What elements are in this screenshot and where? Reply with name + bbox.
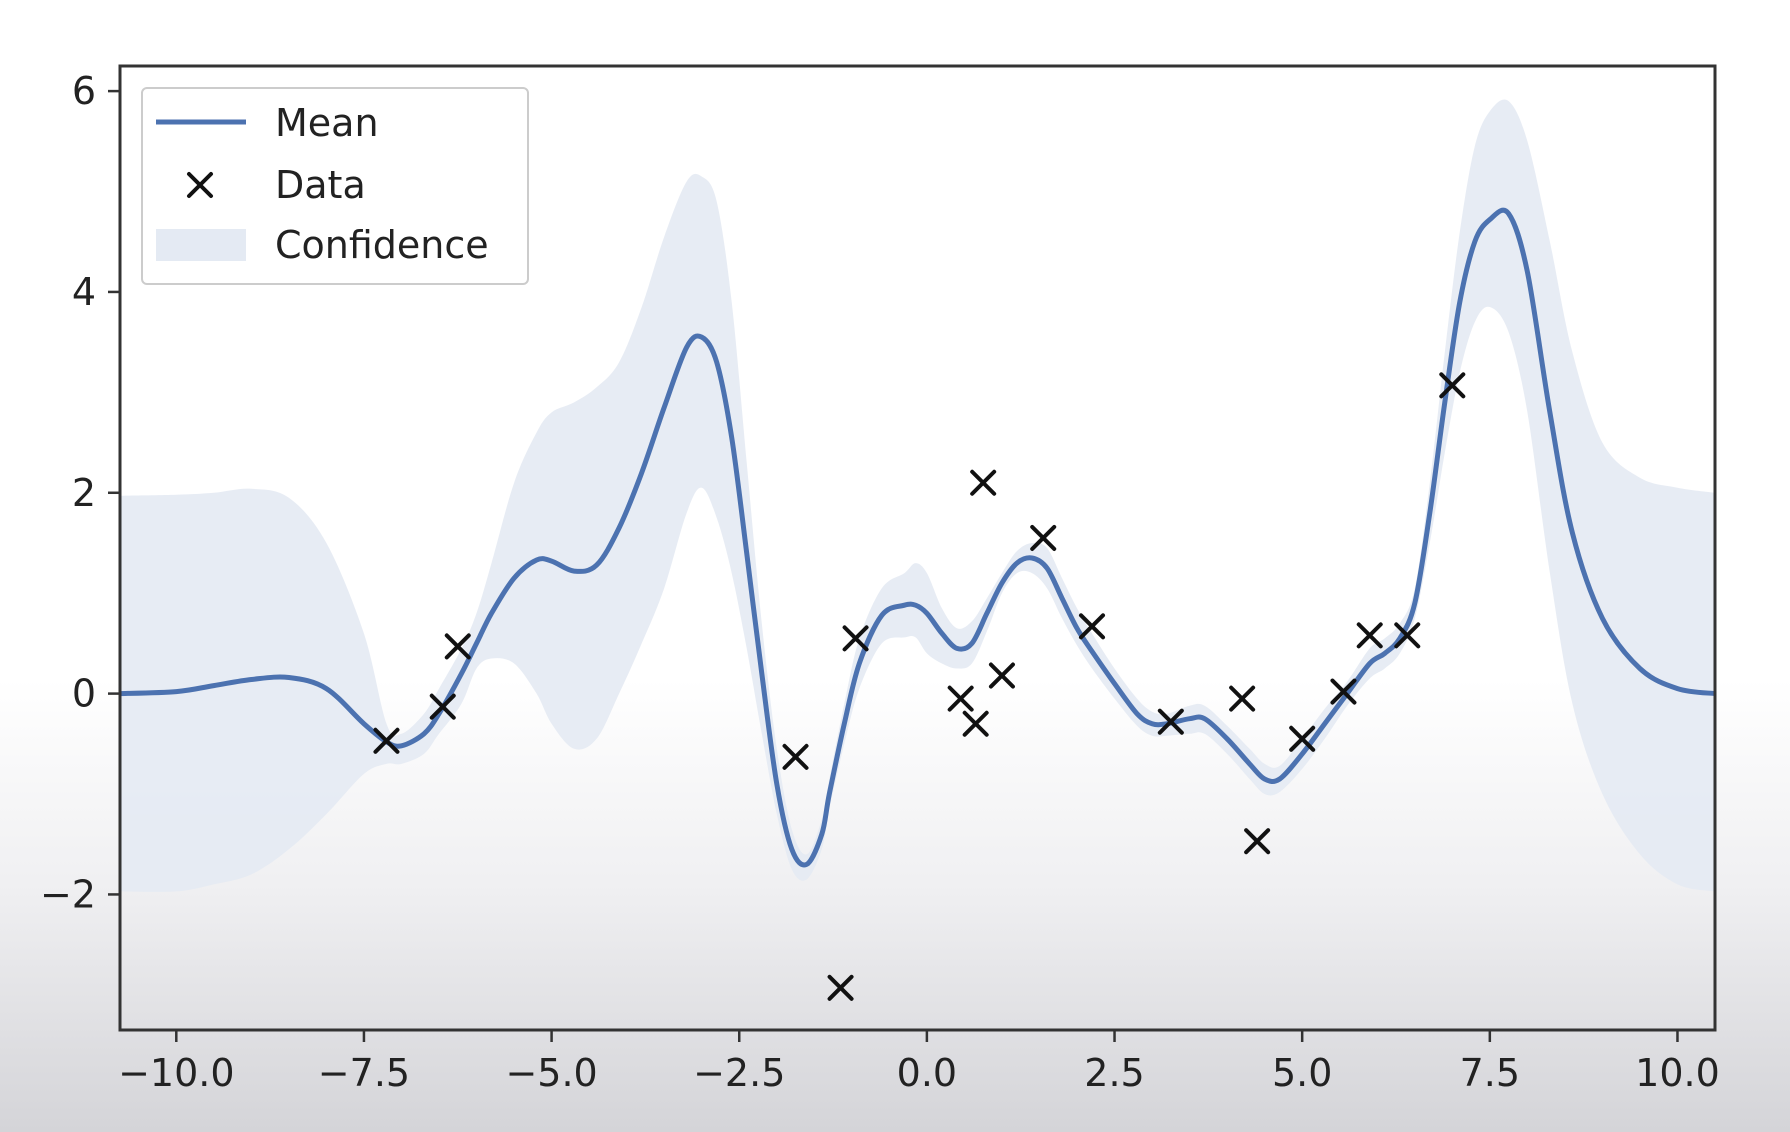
data-point-marker <box>947 685 974 712</box>
data-point-marker <box>1289 725 1316 752</box>
data-point-marker <box>373 727 400 754</box>
x-tick-label: −2.5 <box>693 1051 785 1095</box>
x-tick-label: −10.0 <box>118 1051 234 1095</box>
y-tick-label: 0 <box>72 672 96 716</box>
x-axis: −10.0 −7.5 −5.0 −2.5 0.0 2.5 5.0 7.5 10.0 <box>118 1030 1720 1095</box>
data-point-marker <box>988 662 1015 689</box>
data-point-marker <box>1439 372 1466 399</box>
data-point-marker <box>827 974 854 1001</box>
legend-data-swatch <box>187 172 213 198</box>
data-point-marker <box>842 625 869 652</box>
data-point-marker <box>1394 622 1421 649</box>
plot-area-frame <box>118 64 1717 1032</box>
legend-confidence-label: Confidence <box>275 223 489 267</box>
data-point-marker <box>1157 708 1184 735</box>
data-point-marker <box>1030 524 1057 551</box>
data-point-marker <box>1244 828 1271 855</box>
data-point-marker <box>1229 685 1256 712</box>
data-point-marker <box>429 693 456 720</box>
y-tick-label: 4 <box>72 270 96 314</box>
mean-line <box>119 207 1716 868</box>
x-tick-label: 5.0 <box>1272 1051 1332 1095</box>
y-tick-label: −2 <box>40 872 96 916</box>
confidence-band <box>120 99 1715 892</box>
x-tick-label: 7.5 <box>1460 1051 1520 1095</box>
y-tick-label: 6 <box>72 69 96 113</box>
x-tick-label: −7.5 <box>318 1051 410 1095</box>
data-point-marker <box>444 633 471 660</box>
legend-data-label: Data <box>275 163 366 207</box>
y-tick-label: 2 <box>72 471 96 515</box>
mean-line-layer <box>119 207 1716 868</box>
confidence-band-layer <box>120 99 1715 892</box>
data-point-marker <box>1330 678 1357 705</box>
x-tick-label: 2.5 <box>1084 1051 1144 1095</box>
data-point-marker <box>1356 622 1383 649</box>
legend: Mean Data Confidence <box>141 87 529 285</box>
data-point-marker <box>970 469 997 496</box>
data-point-marker <box>782 743 809 770</box>
data-point-marker <box>962 710 989 737</box>
legend-confidence-swatch <box>156 229 246 261</box>
legend-mean-label: Mean <box>275 101 379 145</box>
x-tick-label: 10.0 <box>1635 1051 1720 1095</box>
data-point-marker <box>1079 613 1106 640</box>
y-axis: −2 0 2 4 6 <box>40 69 120 916</box>
x-tick-label: −5.0 <box>505 1051 597 1095</box>
x-tick-label: 0.0 <box>897 1051 957 1095</box>
data-points-layer <box>373 372 1466 1001</box>
